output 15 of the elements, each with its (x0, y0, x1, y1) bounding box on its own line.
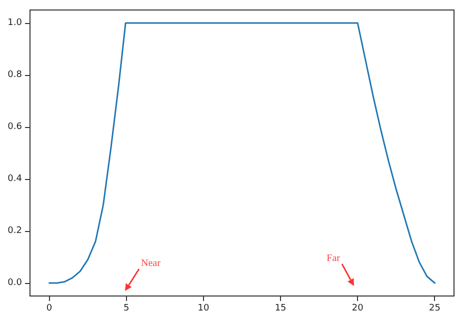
y-tick-label: 1.0 (8, 18, 22, 28)
annotation: Far (326, 253, 341, 264)
y-tick-label: 0.8 (8, 70, 22, 80)
y-tick-label: 0.4 (8, 174, 22, 184)
y-tick-label: 0.6 (8, 122, 22, 132)
y-tick-label: 0.0 (8, 278, 22, 288)
x-tick-label: 15 (274, 304, 286, 314)
annotation: Near (141, 258, 162, 269)
x-tick-label: 5 (123, 304, 130, 314)
y-tick-label: 0.2 (8, 226, 22, 236)
x-tick-label: 0 (46, 304, 52, 314)
x-tick-label: 20 (352, 304, 364, 314)
x-tick-label: 10 (198, 304, 210, 314)
line-series (48, 22, 436, 284)
x-tick-label: 25 (429, 304, 440, 314)
